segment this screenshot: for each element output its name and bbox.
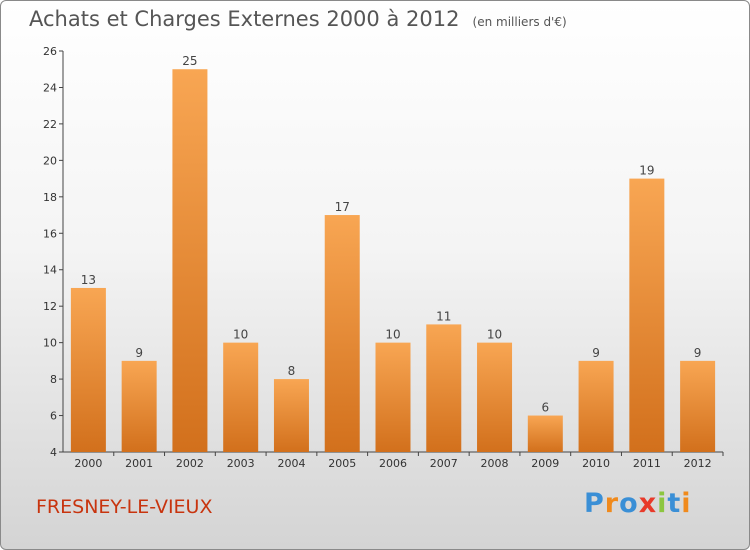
data-label: 9 bbox=[592, 346, 600, 360]
logo-letter: i bbox=[657, 488, 668, 519]
bar-2006 bbox=[375, 342, 411, 452]
bars-group: 13 9 25 10 8 17 10 11 10 6 9 19 9 bbox=[70, 54, 716, 453]
y-tick-label: 14 bbox=[43, 264, 57, 277]
y-tick-label: 10 bbox=[43, 337, 57, 350]
town-name: FRESNEY-LE-VIEUX bbox=[36, 496, 213, 518]
data-label: 11 bbox=[436, 309, 451, 323]
y-tick-label: 6 bbox=[50, 410, 57, 423]
y-tick-label: 26 bbox=[43, 45, 57, 58]
x-tick-label: 2002 bbox=[176, 457, 204, 470]
bar-2010 bbox=[578, 360, 614, 452]
logo-letter: x bbox=[638, 488, 658, 519]
logo-letter: t bbox=[667, 488, 682, 519]
bar-2004 bbox=[273, 379, 309, 452]
logo-letter: o bbox=[619, 488, 639, 519]
data-label: 6 bbox=[541, 401, 549, 415]
title-block: Achats et Charges Externes 2000 à 2012 (… bbox=[29, 7, 567, 31]
y-tick-label: 18 bbox=[43, 191, 57, 204]
bar-2001 bbox=[121, 360, 157, 452]
x-tick-label: 2001 bbox=[125, 457, 153, 470]
data-label: 10 bbox=[487, 328, 502, 342]
data-label: 10 bbox=[385, 328, 400, 342]
x-tick-label: 2009 bbox=[531, 457, 559, 470]
x-tick-label: 2003 bbox=[227, 457, 255, 470]
x-tick-label: 2010 bbox=[582, 457, 610, 470]
data-label: 9 bbox=[135, 346, 143, 360]
x-tick-label: 2007 bbox=[430, 457, 458, 470]
bar-2000 bbox=[70, 287, 106, 452]
proxiti-logo[interactable]: Proxiti bbox=[584, 488, 692, 519]
y-tick-label: 16 bbox=[43, 227, 57, 240]
bar-2012 bbox=[680, 360, 716, 452]
data-label: 9 bbox=[694, 346, 702, 360]
axes: 4 6 8 10 12 14 16 18 20 22 24 26 2000 2001 2002 2003 200… bbox=[43, 45, 724, 470]
x-tick-label: 2011 bbox=[633, 457, 661, 470]
bar-2005 bbox=[324, 215, 360, 452]
bar-2007 bbox=[426, 324, 462, 452]
x-tick-label: 2005 bbox=[328, 457, 356, 470]
bar-2009 bbox=[527, 415, 563, 452]
x-tick-label: 2008 bbox=[481, 457, 509, 470]
bar-2003 bbox=[223, 342, 259, 452]
x-tick-label: 2006 bbox=[379, 457, 407, 470]
data-label: 17 bbox=[335, 200, 350, 214]
x-tick-label: 2000 bbox=[74, 457, 102, 470]
data-label: 10 bbox=[233, 328, 248, 342]
x-tick-label: 2004 bbox=[277, 457, 305, 470]
bar-2002 bbox=[172, 69, 208, 453]
logo-letter: i bbox=[681, 488, 692, 519]
y-tick-label: 8 bbox=[50, 373, 57, 386]
logo-letter: r bbox=[604, 488, 620, 519]
data-label: 13 bbox=[81, 273, 96, 287]
bar-2008 bbox=[477, 342, 513, 452]
y-tick-label: 4 bbox=[50, 446, 57, 459]
data-label: 8 bbox=[288, 364, 296, 378]
bar-2011 bbox=[629, 178, 665, 452]
logo-letter: P bbox=[584, 488, 605, 519]
y-tick-label: 24 bbox=[43, 81, 57, 94]
chart-subtitle: (en milliers d'€) bbox=[472, 15, 567, 29]
data-label: 19 bbox=[639, 164, 654, 178]
y-tick-label: 12 bbox=[43, 300, 57, 313]
data-label: 25 bbox=[182, 54, 197, 68]
chart-title: Achats et Charges Externes 2000 à 2012 bbox=[29, 7, 460, 31]
y-tick-label: 20 bbox=[43, 154, 57, 167]
y-tick-label: 22 bbox=[43, 118, 57, 131]
x-tick-label: 2012 bbox=[684, 457, 712, 470]
